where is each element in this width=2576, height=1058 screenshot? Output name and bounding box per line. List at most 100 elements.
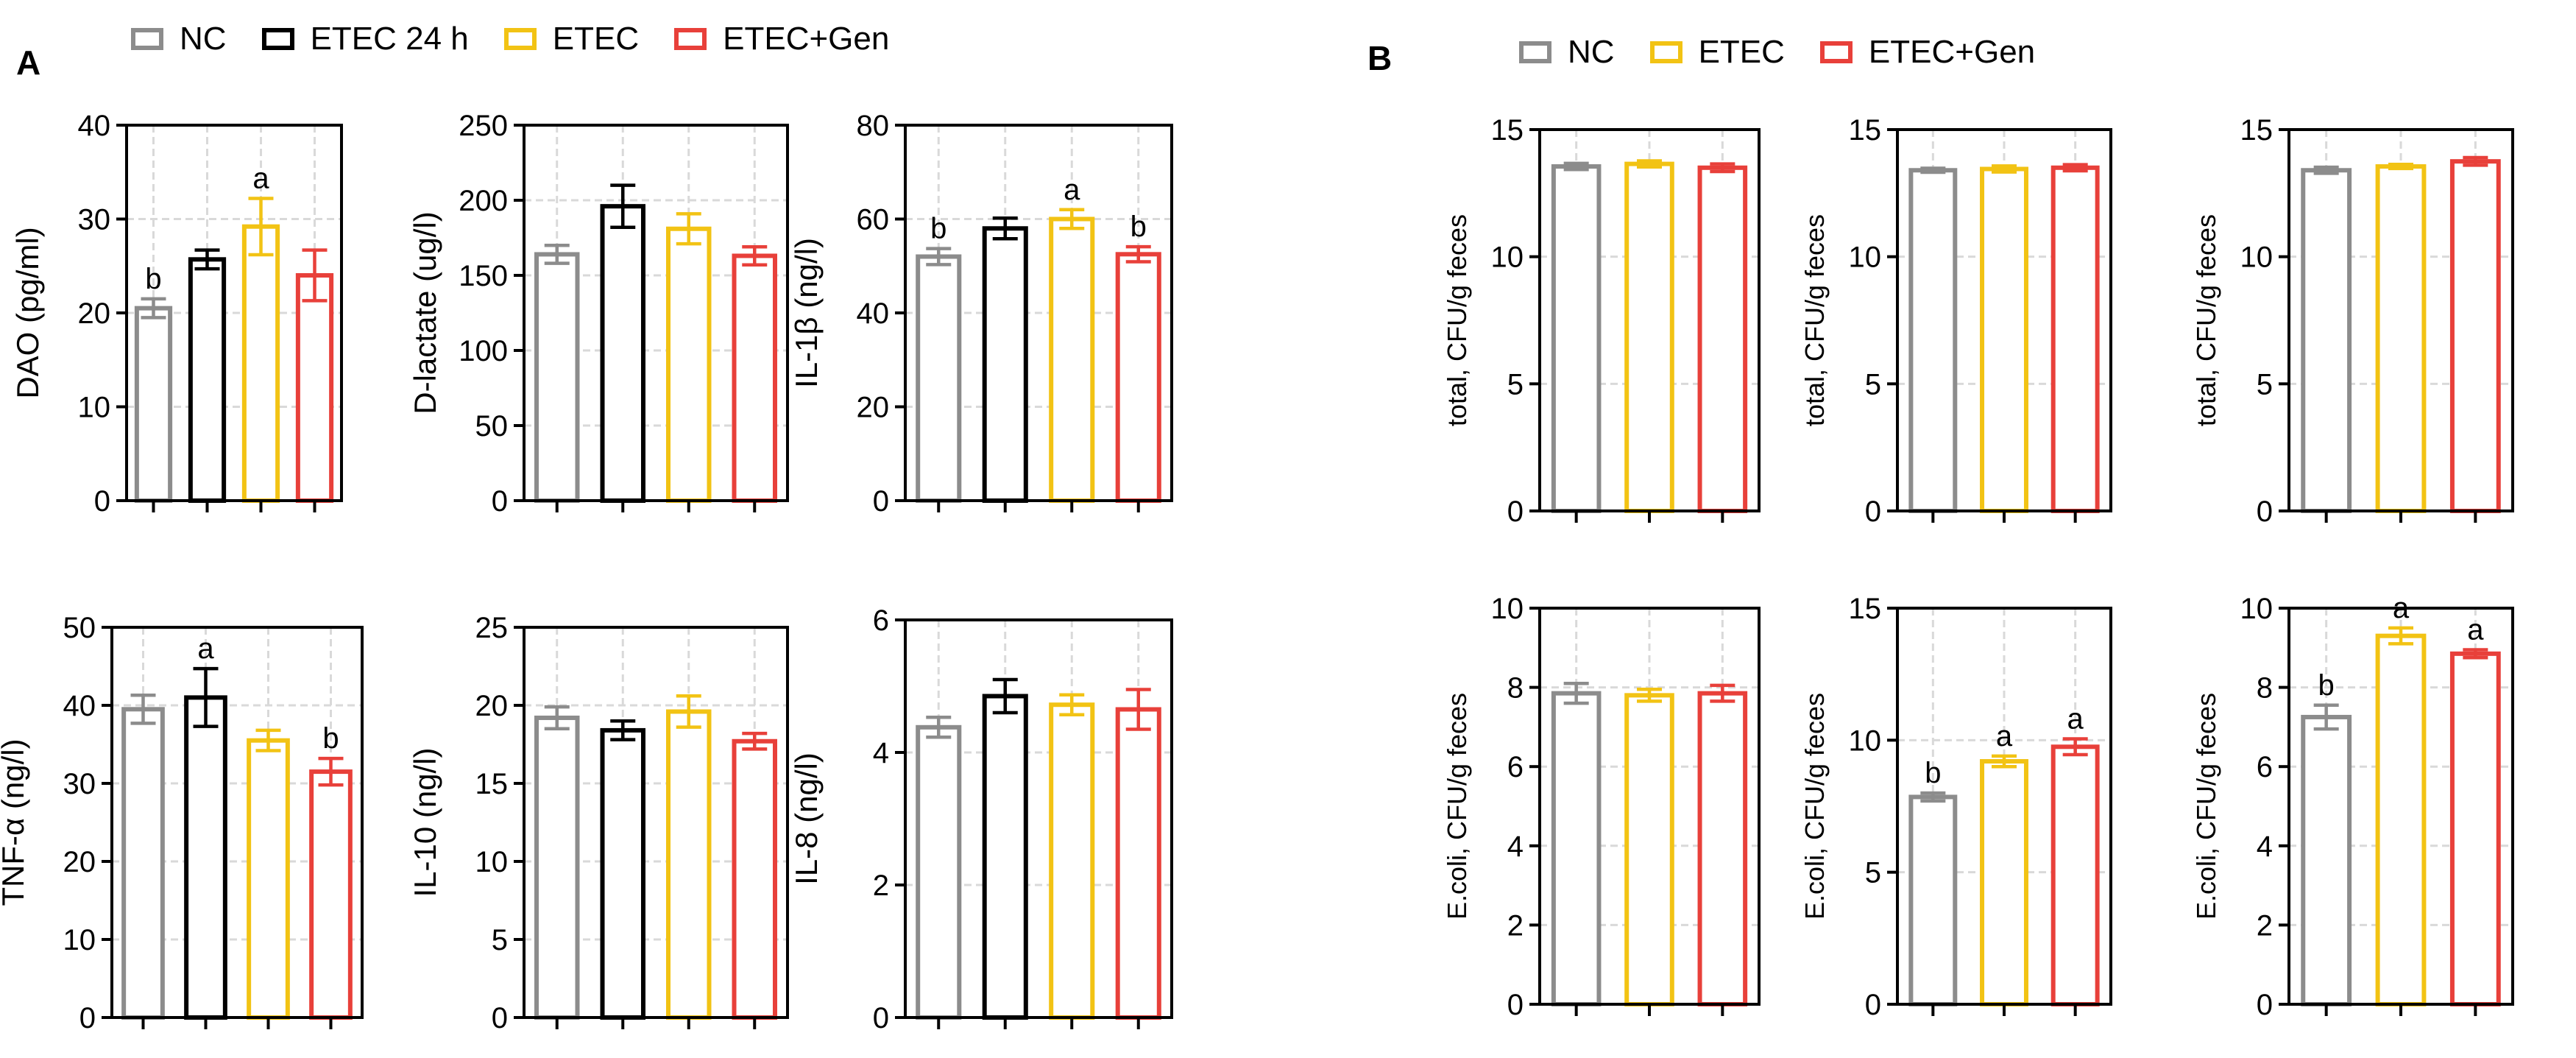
y-axis-label: E.coli, CFU/g feces <box>1800 693 1830 920</box>
significance-letter: a <box>197 632 214 665</box>
panel-letter-b: B <box>1367 39 1393 77</box>
chart-il-1b: b a b 0 20 40 60 80 IL-1β (ng/l) <box>789 110 1173 518</box>
plot-frame <box>523 124 789 502</box>
y-tick-label: 15 <box>475 768 509 800</box>
legend-label: NC <box>1568 34 1615 70</box>
legend-item: ETEC <box>1649 34 1785 71</box>
significance-letter: a <box>1996 720 2013 752</box>
bar <box>982 694 1028 1020</box>
y-tick-label: 0 <box>1507 989 1524 1021</box>
y-tick-label: 5 <box>492 924 508 956</box>
y-tick-label: 0 <box>94 485 110 518</box>
y-tick-label: 200 <box>459 185 508 217</box>
legend-b: NC ETEC ETEC+Gen <box>1519 34 2070 71</box>
bar <box>2375 633 2427 1006</box>
chart-ecoli-1: 0 2 4 6 8 10 E.coli, CFU/g feces <box>1442 593 1761 1021</box>
bar <box>534 252 580 503</box>
y-tick-label: 40 <box>857 297 890 330</box>
chart-total-3: 0 5 10 15 total, CFU/g feces <box>2191 114 2514 528</box>
y-tick-label: 25 <box>475 612 509 644</box>
legend-swatch <box>261 28 294 50</box>
y-axis-label: E.coli, CFU/g feces <box>1442 693 1472 920</box>
legend-item: ETEC <box>503 21 640 57</box>
bar <box>1551 691 1602 1006</box>
y-tick-label: 6 <box>2257 751 2273 783</box>
y-tick-label: 0 <box>873 1002 889 1034</box>
significance-letter: a <box>252 162 269 194</box>
bar <box>982 226 1028 503</box>
bar <box>295 273 334 503</box>
y-tick-label: 2 <box>2257 909 2273 942</box>
legend-label: NC <box>180 21 227 57</box>
y-tick-label: 10 <box>1849 241 1882 274</box>
chart-ecoli-2: b a a 0 5 10 15 E.coli, CFU/g feces <box>1800 593 2112 1021</box>
bar <box>2449 651 2501 1006</box>
legend-a: NC ETEC 24 h ETEC ETEC+Gen <box>131 21 924 57</box>
plot-frame <box>904 618 1173 1019</box>
y-axis-label: E.coli, CFU/g feces <box>2191 693 2221 920</box>
y-tick-label: 5 <box>1865 857 1881 889</box>
legend-label: ETEC <box>552 21 640 57</box>
y-tick-label: 6 <box>1507 751 1524 783</box>
bar <box>1697 691 1748 1006</box>
significance-letter: b <box>145 263 161 295</box>
bar <box>1980 166 2028 513</box>
y-tick-label: 40 <box>78 110 111 142</box>
y-axis-label: total, CFU/g feces <box>1800 214 1830 426</box>
y-tick-label: 50 <box>475 410 509 442</box>
y-tick-label: 10 <box>63 924 96 956</box>
legend-item: NC <box>1519 34 1615 71</box>
bar <box>247 738 290 1020</box>
bar <box>1115 252 1161 503</box>
y-tick-label: 0 <box>492 1002 508 1034</box>
y-tick-label: 5 <box>2257 368 2273 401</box>
chart-total-2: 0 5 10 15 total, CFU/g feces <box>1800 114 2112 528</box>
y-axis-label: D-lactate (ug/l) <box>408 211 442 414</box>
y-tick-label: 4 <box>1507 830 1524 863</box>
y-tick-label: 15 <box>2240 114 2274 147</box>
bar <box>1697 165 1748 514</box>
y-tick-label: 0 <box>79 1002 96 1034</box>
bar <box>1624 161 1674 513</box>
significance-letter: a <box>2467 613 2484 646</box>
legend-item: ETEC+Gen <box>1819 34 2035 71</box>
y-tick-label: 5 <box>1865 368 1881 401</box>
bar <box>534 715 580 1020</box>
y-tick-label: 15 <box>1849 114 1882 147</box>
y-tick-label: 100 <box>459 335 508 367</box>
y-tick-label: 10 <box>2240 593 2274 625</box>
y-tick-label: 0 <box>1865 989 1881 1021</box>
legend-swatch <box>131 28 163 50</box>
y-tick-label: 20 <box>78 297 111 330</box>
legend-swatch <box>1819 41 1853 63</box>
y-tick-label: 20 <box>857 392 890 424</box>
y-tick-label: 50 <box>63 612 96 644</box>
chart-total-1: 0 5 10 15 total, CFU/g feces <box>1442 114 1761 528</box>
significance-letter: b <box>1130 211 1147 243</box>
y-tick-label: 0 <box>2257 989 2273 1021</box>
y-axis-label: total, CFU/g feces <box>1442 214 1472 426</box>
chart-il-8: 0 2 4 6 IL-8 (ng/l) <box>789 604 1173 1034</box>
y-tick-label: 8 <box>1507 672 1524 705</box>
y-tick-label: 5 <box>1507 368 1524 401</box>
bar <box>1624 693 1674 1006</box>
significance-letter: b <box>930 213 946 245</box>
y-tick-label: 2 <box>873 870 889 902</box>
significance-letter: b <box>2318 669 2335 702</box>
significance-letter: a <box>2067 703 2084 736</box>
bar <box>241 224 280 503</box>
legend-swatch <box>503 28 537 50</box>
y-tick-label: 0 <box>1507 496 1524 528</box>
chart-tnf-a: a b 0 10 20 30 40 50 TNF-α (ng/l) <box>0 612 364 1034</box>
legend-swatch <box>1519 41 1551 63</box>
legend-item: ETEC+Gen <box>674 21 889 57</box>
y-tick-label: 0 <box>2257 496 2273 528</box>
bar <box>600 727 645 1020</box>
y-axis-label: IL-1β (ng/l) <box>789 238 824 388</box>
bar <box>916 724 962 1020</box>
legend-item: NC <box>131 21 227 57</box>
y-tick-label: 150 <box>459 260 508 292</box>
bar <box>134 306 173 503</box>
significance-letter: b <box>322 722 339 755</box>
